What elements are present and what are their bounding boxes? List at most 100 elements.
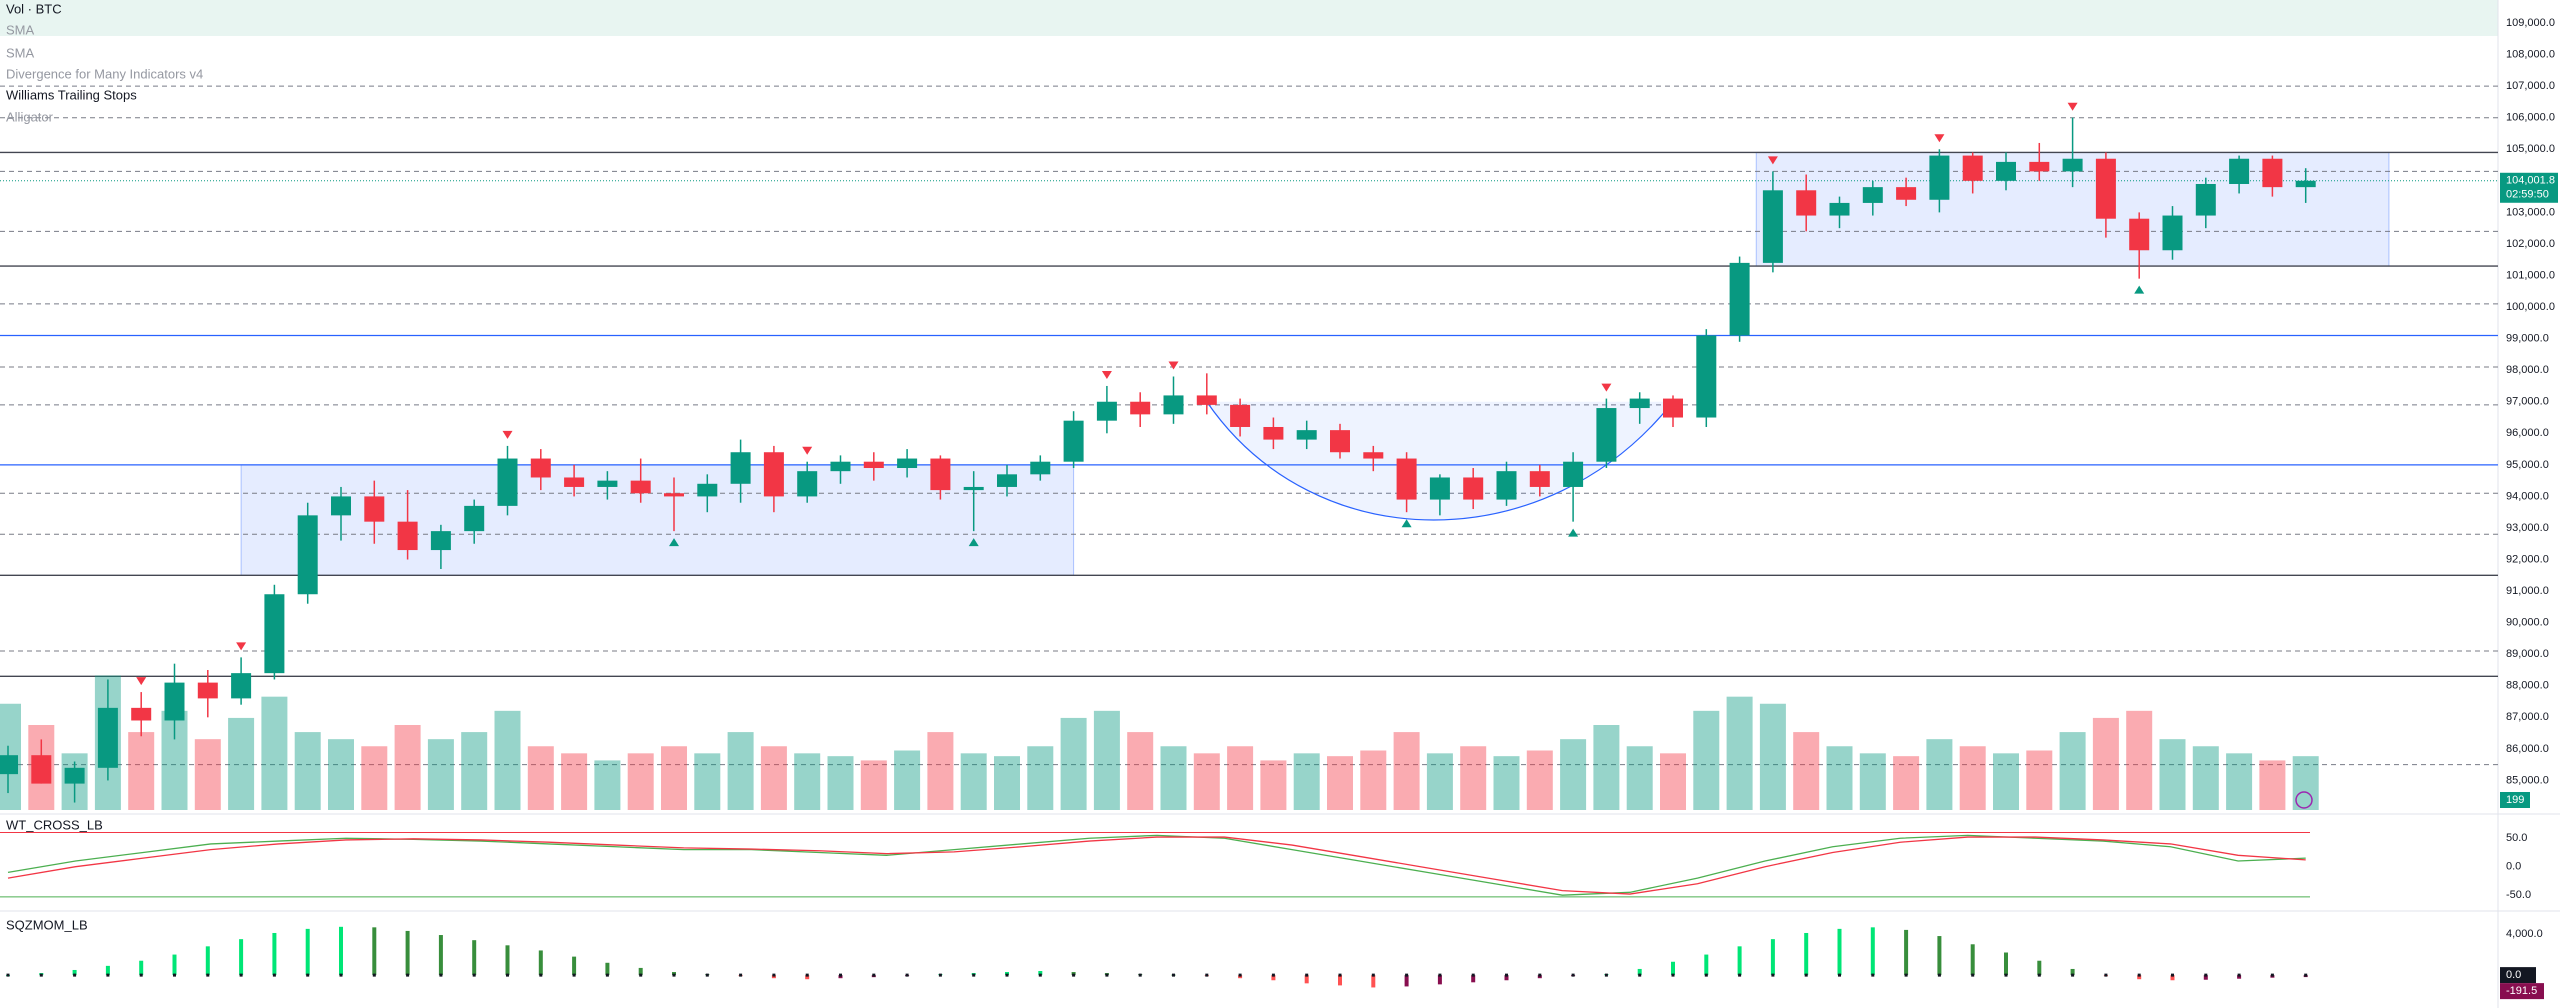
- wt-line: [7, 836, 2306, 895]
- sqz-dot: [1305, 973, 1309, 977]
- sqz-dot: [6, 973, 10, 977]
- candle-body: [1696, 335, 1717, 418]
- y-tick-label: 90,000.0: [2506, 617, 2549, 629]
- sqz-dot: [1371, 973, 1375, 977]
- volume-bar: [1393, 732, 1420, 810]
- candle-body: [364, 496, 385, 522]
- volume-bar: [461, 732, 488, 810]
- candle-body: [1929, 155, 1950, 200]
- candle-body: [1130, 401, 1151, 415]
- sqz-dot: [839, 973, 842, 977]
- pivot-high-marker: [502, 430, 513, 439]
- sqz-dot: [1538, 973, 1542, 977]
- sqz-bar: [605, 962, 610, 976]
- candle-body: [31, 755, 52, 784]
- volume-bar: [494, 710, 521, 810]
- sqz-dot: [1138, 973, 1142, 977]
- sqz-bar: [1804, 932, 1809, 976]
- sqz-dot: [2171, 973, 2174, 977]
- y-tick-label: 107,000.0: [2506, 80, 2555, 92]
- sqz-bar: [2070, 968, 2075, 976]
- volume-bar: [294, 732, 321, 810]
- sqz-bar: [1238, 975, 1243, 979]
- pivot-high-marker: [1101, 370, 1112, 379]
- pivot-high-marker: [1767, 156, 1778, 165]
- candle-body: [1330, 430, 1350, 453]
- y-tick-label: 106,000.0: [2506, 112, 2555, 124]
- y-tick-label: 88,000.0: [2506, 680, 2549, 692]
- volume-bar: [2259, 760, 2286, 810]
- pivot-high-marker: [1601, 383, 1612, 392]
- sqz-bar: [572, 956, 577, 976]
- candle-body: [430, 531, 451, 551]
- sqz-dot: [1405, 973, 1409, 977]
- sqz-bar: [405, 930, 410, 976]
- volume-bar: [1660, 753, 1686, 810]
- sqz-dot: [406, 973, 410, 977]
- volume-bar: [827, 756, 854, 810]
- volume-bar: [1526, 750, 1553, 810]
- volume-bar: [727, 732, 754, 810]
- candle-body: [1263, 426, 1284, 440]
- candle-body: [1496, 471, 1517, 500]
- y-tick-label: 103,000.0: [2506, 206, 2555, 218]
- sqz-dot: [2037, 973, 2041, 977]
- sqz-bar: [1837, 928, 1842, 976]
- candle-body: [1363, 452, 1384, 459]
- volume-bar: [228, 717, 255, 810]
- volume-bar: [627, 753, 654, 810]
- volume-bar: [1726, 696, 1753, 810]
- candle-body: [530, 458, 551, 478]
- volume-bar: [927, 732, 954, 810]
- y-tick-label: 50.0: [2506, 832, 2527, 844]
- top-band: [0, 0, 2498, 36]
- candle-body: [1629, 398, 1650, 409]
- volume-bar: [1060, 717, 1087, 810]
- volume-bar: [1560, 739, 1587, 810]
- sqz-bar: [1637, 968, 1642, 976]
- sqz-dot: [439, 973, 443, 977]
- y-tick-label: 89,000.0: [2506, 648, 2549, 660]
- pivot-low-marker: [669, 538, 679, 547]
- sqz-dot: [1205, 973, 1209, 977]
- candle-body: [1796, 190, 1817, 216]
- sqz-bar: [771, 975, 776, 979]
- sqz-dot: [1571, 973, 1575, 977]
- candle-body: [630, 480, 651, 494]
- sqz-bar: [1271, 975, 1276, 981]
- sqz-dot: [1005, 973, 1009, 977]
- volume-bar: [594, 760, 621, 810]
- sqz-bar: [2203, 975, 2208, 980]
- sqz-bar: [1504, 975, 1509, 981]
- legend-item: SMA: [6, 45, 35, 60]
- volume-bar: [527, 746, 554, 810]
- candle-body: [664, 493, 684, 497]
- y-tick-label: 86,000.0: [2506, 743, 2549, 755]
- sqz-bar: [372, 927, 377, 976]
- legend-item: SMA: [6, 22, 35, 37]
- volume-bar: [261, 696, 288, 810]
- candle-body: [1463, 477, 1484, 500]
- sqz-dot: [1771, 973, 1775, 977]
- volume-bar: [2092, 717, 2119, 810]
- volume-bar: [1127, 732, 1154, 810]
- sqz-dot: [1738, 973, 1742, 977]
- volume-bar: [1426, 753, 1453, 810]
- y-tick-label: 96,000.0: [2506, 427, 2549, 439]
- sqz-dot: [1105, 973, 1109, 977]
- volume-bar: [1693, 710, 1720, 810]
- y-tick-label: 0.0: [2506, 861, 2521, 873]
- candle-body: [963, 486, 984, 491]
- y-tick-label: 100,000.0: [2506, 301, 2555, 313]
- volume-bar: [694, 753, 721, 810]
- sqz-bar: [1005, 972, 1009, 976]
- sqz-dot: [106, 973, 110, 977]
- volume-bar: [1227, 746, 1254, 810]
- price-tag: [2500, 172, 2558, 203]
- volume-bar: [1193, 753, 1220, 810]
- candle-body: [297, 515, 318, 595]
- pivot-low-marker: [2134, 285, 2145, 294]
- sqz-bar: [105, 965, 110, 976]
- candle-body: [697, 483, 718, 497]
